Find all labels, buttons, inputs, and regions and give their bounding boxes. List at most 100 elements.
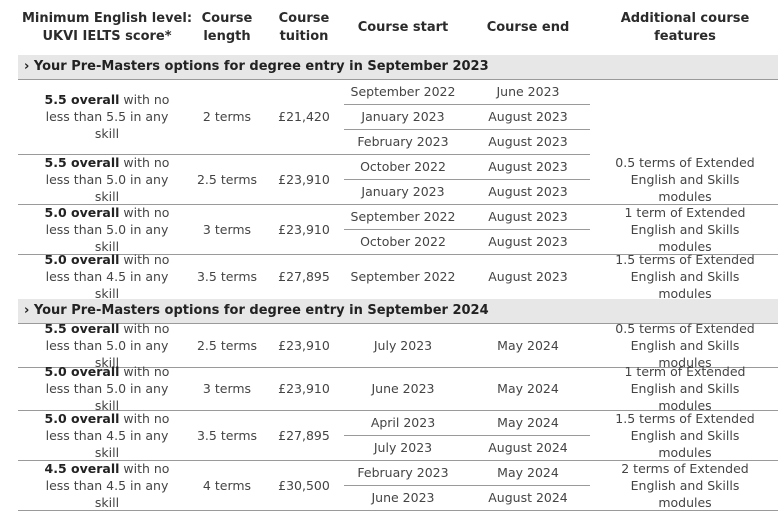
english-level: 5.5 overall with no less than 5.0 in any…: [18, 154, 196, 204]
english-level-text: 5.0 overall with no less than 4.5 in any…: [32, 251, 182, 302]
header-additional-features: Additional course features: [620, 10, 750, 44]
english-level: 5.0 overall with no less than 5.0 in any…: [18, 204, 196, 254]
english-level: 4.5 overall with no less than 4.5 in any…: [18, 460, 196, 510]
course-start: January 2023: [361, 184, 445, 199]
english-level-text: 5.0 overall with no less than 5.0 in any…: [32, 204, 182, 255]
course-tuition: £23,910: [278, 337, 330, 353]
english-level-min-skill: with no less than 5.5 in any skill: [45, 92, 170, 141]
english-level-min-skill: with no less than 4.5 in any skill: [45, 252, 170, 301]
section-header: › Your Pre-Masters options for degree en…: [18, 299, 778, 323]
course-start: February 2023: [357, 465, 449, 480]
english-level-text: 4.5 overall with no less than 4.5 in any…: [32, 460, 182, 511]
course-start: June 2023: [371, 490, 435, 505]
header-course-tuition: Course tuition: [278, 10, 330, 44]
additional-features: 1.5 terms of Extended English and Skills…: [615, 252, 755, 301]
english-level-text: 5.0 overall with no less than 5.0 in any…: [32, 363, 182, 414]
course-end: August 2024: [488, 440, 568, 455]
group-divider: [18, 367, 778, 368]
course-length: 3.5 terms: [196, 427, 258, 443]
english-level-overall: 5.0 overall: [44, 410, 120, 426]
course-end: May 2024: [497, 465, 559, 480]
date-divider: [344, 104, 590, 105]
header-course-end: Course end: [486, 19, 570, 35]
course-start: September 2022: [350, 269, 456, 284]
course-end: May 2024: [497, 337, 559, 353]
additional-features: 2 terms of Extended English and Skills m…: [621, 460, 749, 510]
section-divider: [18, 323, 778, 324]
course-tuition: £23,910: [278, 221, 330, 237]
english-level: 5.0 overall with no less than 5.0 in any…: [18, 364, 196, 413]
course-end: August 2023: [488, 209, 568, 224]
english-level-overall: 5.5 overall: [44, 92, 120, 107]
course-start: October 2022: [360, 159, 446, 174]
group-divider: [18, 410, 778, 411]
english-level-text: 5.0 overall with no less than 4.5 in any…: [32, 410, 182, 461]
course-end: August 2023: [488, 269, 568, 284]
group-divider: [18, 204, 778, 205]
additional-features: 1 term of Extended English and Skills mo…: [624, 364, 746, 413]
english-level-min-skill: with no less than 5.0 in any skill: [45, 204, 170, 254]
english-level-overall: 5.0 overall: [44, 364, 120, 379]
course-start: July 2023: [373, 337, 433, 353]
course-length: 4 terms: [202, 477, 252, 493]
english-level: 5.5 overall with no less than 5.5 in any…: [18, 79, 196, 154]
course-end: June 2023: [496, 84, 560, 99]
course-end: August 2023: [488, 234, 568, 249]
english-level-overall: 5.0 overall: [44, 204, 120, 220]
english-level-overall: 5.5 overall: [44, 154, 120, 170]
english-level-min-skill: with no less than 4.5 in any skill: [45, 410, 170, 460]
english-level-min-skill: with no less than 5.0 in any skill: [45, 154, 170, 204]
course-end: August 2024: [488, 490, 568, 505]
english-level-overall: 5.0 overall: [44, 252, 120, 267]
english-level: 5.5 overall with no less than 5.0 in any…: [18, 321, 196, 370]
additional-features: 0.5 terms of Extended English and Skills…: [615, 320, 755, 370]
course-length: 3 terms: [202, 381, 252, 396]
course-end: May 2024: [497, 381, 559, 396]
date-divider: [344, 485, 590, 486]
additional-features: [592, 79, 778, 154]
course-start: October 2022: [360, 234, 446, 249]
english-level-overall: 4.5 overall: [44, 460, 120, 476]
header-english-level: Minimum English level: UKVI IELTS score*: [21, 10, 193, 44]
date-divider: [344, 179, 590, 180]
header-course-start: Course start: [357, 19, 449, 35]
additional-features: 1 term of Extended English and Skills mo…: [624, 204, 746, 254]
group-divider: [18, 510, 778, 511]
course-length: 2 terms: [202, 109, 252, 124]
additional-features: 0.5 terms of Extended English and Skills…: [615, 154, 755, 204]
course-tuition: £23,910: [278, 381, 330, 396]
course-start: February 2023: [357, 134, 449, 149]
group-divider: [18, 460, 778, 461]
course-length: 3 terms: [202, 221, 252, 237]
course-end: August 2023: [488, 184, 568, 199]
english-level-text: 5.5 overall with no less than 5.0 in any…: [32, 154, 182, 205]
course-length: 3.5 terms: [196, 269, 258, 284]
course-tuition: £30,500: [278, 477, 330, 493]
english-level-text: 5.5 overall with no less than 5.0 in any…: [32, 320, 182, 371]
english-level-text: 5.5 overall with no less than 5.5 in any…: [32, 91, 182, 142]
course-start: September 2022: [350, 84, 456, 99]
english-level-min-skill: with no less than 5.0 in any skill: [45, 320, 170, 370]
course-start: July 2023: [373, 440, 433, 455]
course-end: August 2023: [488, 134, 568, 149]
date-divider: [344, 435, 590, 436]
course-end: May 2024: [497, 415, 559, 430]
section-header: › Your Pre-Masters options for degree en…: [18, 55, 778, 79]
english-level-overall: 5.5 overall: [44, 320, 120, 336]
course-tuition: £27,895: [278, 269, 330, 284]
section-divider: [18, 79, 778, 80]
course-length: 2.5 terms: [196, 171, 258, 187]
course-end: August 2023: [488, 159, 568, 174]
course-tuition: £21,420: [278, 109, 330, 124]
english-level-min-skill: with no less than 4.5 in any skill: [45, 460, 170, 510]
course-start: June 2023: [371, 381, 435, 396]
date-divider: [344, 229, 590, 230]
course-start: September 2022: [350, 209, 456, 224]
course-tuition: £27,895: [278, 427, 330, 443]
course-start: January 2023: [361, 109, 445, 124]
group-divider: [18, 154, 590, 155]
english-level: 5.0 overall with no less than 4.5 in any…: [18, 251, 196, 302]
header-course-length: Course length: [201, 10, 253, 44]
course-tuition: £23,910: [278, 171, 330, 187]
